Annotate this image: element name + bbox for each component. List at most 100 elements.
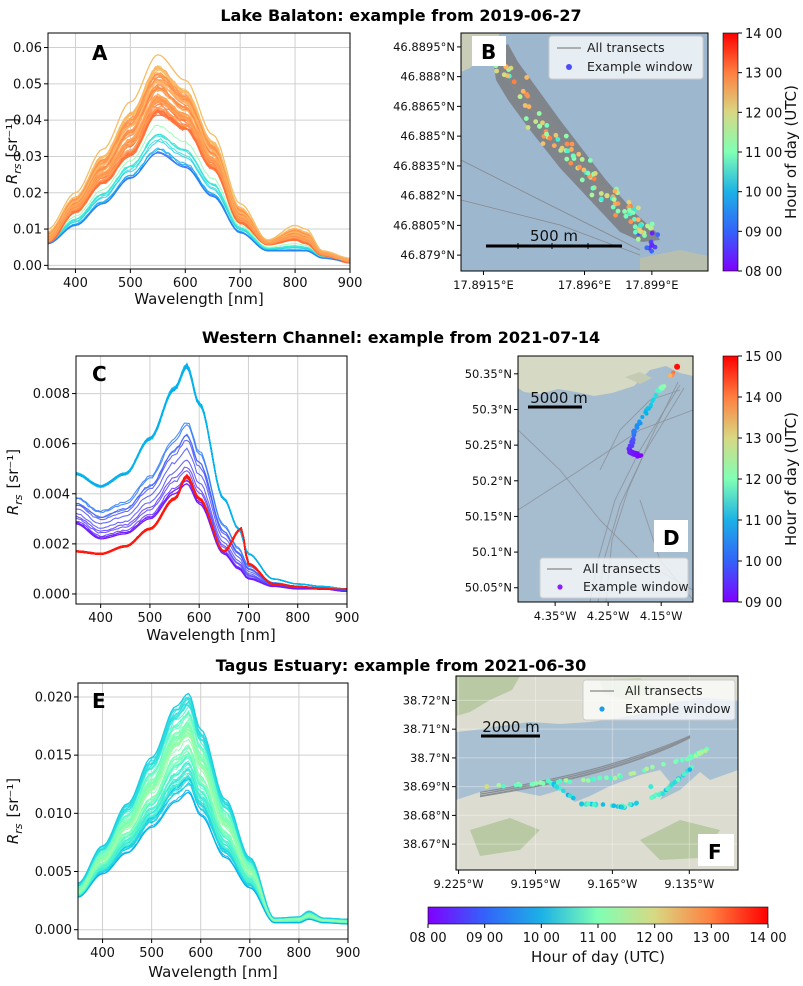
x-tick-label: 500 bbox=[139, 946, 164, 961]
panel-letter-b: B bbox=[481, 40, 496, 64]
svg-text:Rrs[sr⁻¹]: Rrs [sr⁻¹] bbox=[3, 118, 24, 184]
panel-c-spectra-lines bbox=[76, 362, 347, 593]
point bbox=[564, 156, 570, 162]
spectrum-line-offshore-blue bbox=[76, 364, 347, 590]
point bbox=[632, 216, 637, 222]
x-tick-label: 900 bbox=[335, 611, 360, 626]
point bbox=[622, 209, 627, 214]
point bbox=[645, 223, 650, 229]
point bbox=[591, 776, 597, 782]
point bbox=[600, 802, 606, 807]
x-tick-label: 9.225°W bbox=[434, 877, 484, 891]
point bbox=[686, 755, 692, 761]
colorbar-d bbox=[722, 355, 739, 603]
point bbox=[589, 192, 595, 198]
scale-bar-label: 500 m bbox=[530, 227, 578, 245]
y-tick-label: 0.004 bbox=[33, 487, 70, 502]
panel-e-spectra: 400 500 600 700 800 900 0.000 0.005 0.010 0.015 0.… bbox=[4, 682, 361, 981]
point bbox=[563, 778, 569, 783]
point bbox=[525, 125, 531, 130]
point bbox=[649, 230, 655, 236]
colorbar-tick-label: 14 00 bbox=[745, 391, 782, 406]
point bbox=[635, 217, 641, 223]
point bbox=[569, 141, 575, 147]
colorbar-tick-label: 10 00 bbox=[745, 186, 782, 201]
panel-b-ticks: 17.8915°E 17.896°E 17.899°E 46.879°N 46.8805… bbox=[393, 40, 678, 292]
x-tick-label: 900 bbox=[336, 946, 361, 961]
point bbox=[611, 197, 617, 203]
y-tick-label: 46.888°N bbox=[400, 70, 455, 84]
map-land bbox=[456, 676, 520, 716]
y-tick-label: 38.67°N bbox=[403, 837, 450, 851]
point bbox=[576, 151, 582, 157]
y-tick-label: 0.010 bbox=[35, 807, 72, 822]
colorbar-tick-label: 10 00 bbox=[523, 931, 560, 946]
panel-e-ylabel-unit: [sr⁻¹] bbox=[4, 778, 22, 818]
panel-b-map: All transects Example window 500 m 17.89… bbox=[393, 27, 800, 292]
panel-a-spectra: 400 500 600 700 800 900 0.00 0.01 0.02 0.03 0.04 0.… bbox=[3, 32, 362, 308]
panel-e-ylabel: Rrs [sr⁻¹] bbox=[4, 778, 25, 844]
point bbox=[612, 188, 618, 194]
y-tick-label: 50.2°N bbox=[472, 474, 512, 488]
point bbox=[626, 199, 632, 205]
y-tick-label: 0.008 bbox=[33, 387, 70, 402]
point bbox=[632, 224, 638, 230]
point bbox=[591, 176, 597, 182]
spectrum-line bbox=[48, 67, 350, 260]
x-tick-label: 600 bbox=[187, 611, 212, 626]
point bbox=[517, 94, 523, 100]
panel-e-ylabel-main: R bbox=[4, 834, 22, 844]
y-tick-label: 38.7°N bbox=[410, 751, 450, 765]
y-tick-label: 38.71°N bbox=[403, 722, 450, 736]
point bbox=[586, 778, 591, 783]
y-tick-label: 0.05 bbox=[13, 77, 42, 92]
spectrum-line-high bbox=[78, 692, 348, 920]
x-tick-label: 17.8915°E bbox=[453, 278, 514, 292]
panel-a-spectra-lines bbox=[48, 54, 350, 264]
x-tick-label: 9.195°W bbox=[510, 877, 560, 891]
y-tick-label: 46.8805°N bbox=[393, 218, 455, 232]
legend-example-window: Example window bbox=[583, 579, 689, 594]
point bbox=[533, 781, 539, 786]
point bbox=[536, 123, 543, 129]
y-tick-label: 38.69°N bbox=[403, 780, 450, 794]
point bbox=[655, 232, 661, 238]
point bbox=[650, 764, 655, 770]
y-tick-label: 0.000 bbox=[33, 587, 70, 602]
panel-d-points bbox=[626, 363, 681, 459]
point bbox=[644, 245, 650, 251]
point bbox=[645, 406, 650, 411]
point bbox=[665, 786, 670, 792]
point bbox=[604, 775, 609, 780]
point bbox=[660, 791, 665, 796]
point bbox=[619, 805, 625, 810]
y-tick-label: 0.02 bbox=[13, 186, 42, 201]
map-land bbox=[625, 372, 652, 384]
scale-bar-label: 2000 m bbox=[482, 718, 540, 736]
transect-line bbox=[479, 736, 691, 795]
point bbox=[522, 103, 528, 108]
point bbox=[623, 213, 629, 219]
map-land bbox=[640, 250, 708, 271]
panel-c-ticks: 400 500 600 700 800 900 0.000 0.002 0.004 0.006 0.… bbox=[33, 387, 360, 626]
point bbox=[569, 147, 574, 152]
section-title-balaton: Lake Balaton: example from 2019-06-27 bbox=[220, 6, 581, 25]
point bbox=[598, 191, 604, 196]
point bbox=[633, 451, 638, 455]
spectrum-line bbox=[48, 124, 350, 263]
point bbox=[687, 767, 693, 772]
x-tick-label: 4.35°W bbox=[534, 609, 577, 623]
svg-text:Rrs[sr⁻¹]: Rrs [sr⁻¹] bbox=[4, 778, 25, 844]
svg-text:Rrs[sr⁻¹]: Rrs [sr⁻¹] bbox=[4, 449, 25, 515]
map-land bbox=[470, 818, 540, 856]
transect-line bbox=[479, 737, 691, 798]
point bbox=[567, 779, 573, 784]
point bbox=[627, 450, 632, 455]
point bbox=[648, 784, 654, 790]
point bbox=[540, 141, 546, 147]
x-tick-label: 800 bbox=[283, 276, 308, 291]
point bbox=[637, 453, 643, 459]
y-tick-label: 38.72°N bbox=[403, 693, 450, 707]
point bbox=[679, 758, 685, 763]
colorbar-b bbox=[722, 32, 739, 272]
